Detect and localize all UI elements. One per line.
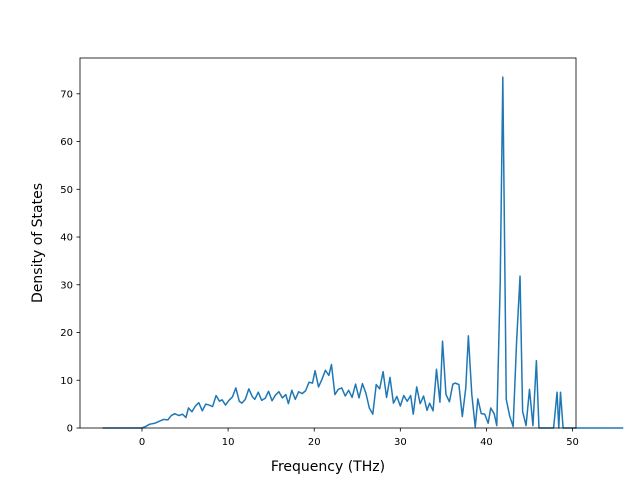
plot-area [102,76,624,429]
x-axis-ticks: 0 10 20 30 40 50 [139,428,579,448]
y-tick-label: 10 [60,376,73,387]
x-tick-label: 40 [480,437,493,448]
x-tick-label: 20 [308,437,321,448]
x-tick-label: 10 [222,437,235,448]
y-tick-label: 0 [67,424,73,435]
y-tick-label: 50 [60,185,73,196]
x-axis-label: Frequency (THz) [271,459,385,475]
y-tick-label: 70 [60,89,73,100]
axes-frame [79,57,577,429]
y-tick-label: 60 [60,137,73,148]
y-tick-label: 20 [60,328,73,339]
y-axis-label: Density of States [30,183,46,303]
x-tick-label: 50 [566,437,579,448]
x-tick-label: 30 [394,437,407,448]
dos-series-line [102,76,624,429]
y-tick-label: 30 [60,280,73,291]
y-tick-label: 40 [60,233,73,244]
x-tick-label: 0 [139,437,145,448]
y-axis-ticks: 0 10 20 30 40 50 60 70 [60,89,80,435]
